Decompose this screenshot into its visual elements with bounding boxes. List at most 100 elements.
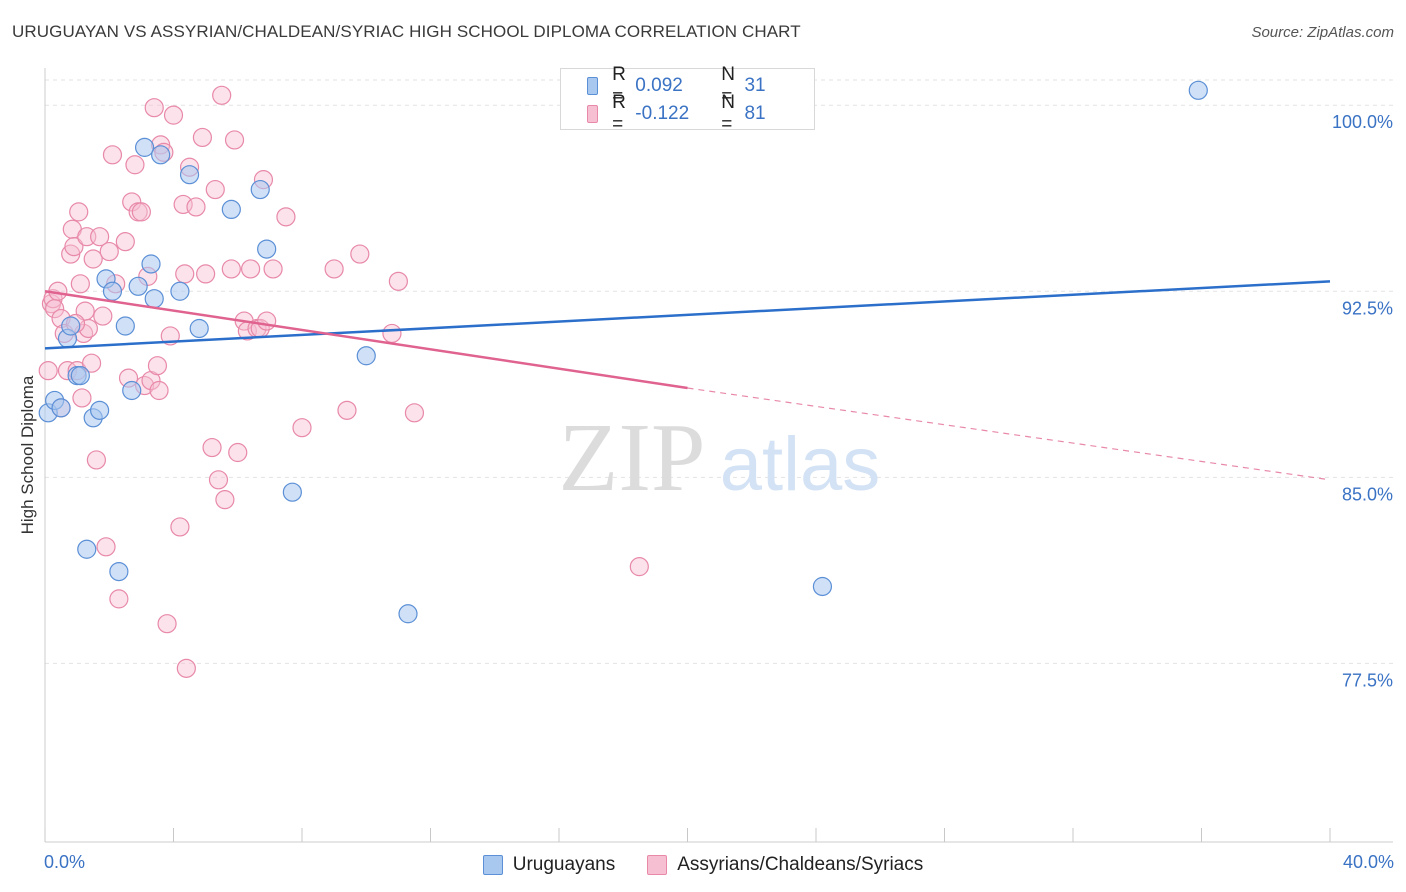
data-point-assyrian — [72, 388, 92, 408]
chart-source: Source: ZipAtlas.com — [1251, 24, 1394, 41]
data-point-assyrian — [90, 227, 110, 247]
legend-item-uruguayans[interactable]: Uruguayans — [482, 854, 616, 876]
watermark-atlas: atlas — [720, 422, 881, 507]
data-point-assyrian — [186, 197, 206, 217]
x-tick-label-max: 40.0% — [1342, 852, 1394, 872]
data-point-assyrian — [175, 264, 195, 284]
trend-line-uruguayans — [44, 280, 1331, 350]
data-point-uruguayan — [141, 254, 161, 274]
data-point-uruguayan — [70, 366, 90, 386]
legend-swatch-blue — [587, 77, 599, 95]
data-point-assyrian — [192, 127, 213, 148]
data-point-assyrian — [241, 259, 261, 279]
data-point-uruguayan — [170, 281, 190, 301]
data-point-uruguayan — [812, 576, 833, 597]
data-point-assyrian — [115, 232, 135, 252]
data-point-assyrian — [131, 202, 151, 222]
y-tick-label: 77.5% — [1342, 670, 1393, 690]
legend-n-value: 81 — [744, 103, 766, 124]
data-point-assyrian — [212, 85, 232, 105]
legend-n-label: N = — [721, 92, 736, 135]
data-point-uruguayan — [144, 289, 164, 309]
stats-legend: R = 0.092 N = 31 R = -0.122 N = 81 — [560, 64, 818, 135]
data-point-assyrian — [257, 311, 277, 331]
data-point-assyrian — [176, 658, 196, 678]
data-point-assyrian — [99, 241, 119, 262]
data-point-uruguayan — [109, 561, 129, 582]
data-point-uruguayan — [257, 239, 277, 259]
y-axis-label: High School Diploma — [18, 375, 37, 535]
legend-r-value: 0.092 — [635, 75, 683, 96]
data-point-assyrian — [629, 557, 649, 577]
data-point-uruguayan — [398, 604, 418, 624]
data-point-uruguayan — [189, 318, 209, 339]
data-point-uruguayan — [115, 316, 135, 336]
data-point-uruguayan — [128, 276, 148, 296]
data-point-assyrian — [170, 517, 190, 537]
y-tick-label: 85.0% — [1342, 484, 1393, 504]
data-point-assyrian — [388, 271, 408, 291]
data-point-assyrian — [337, 400, 357, 420]
data-point-assyrian — [122, 192, 142, 212]
data-point-assyrian — [93, 306, 113, 326]
x-tick-label-min: 0.0% — [44, 852, 86, 872]
legend-r-value: -0.122 — [635, 103, 690, 124]
legend-n-value: 31 — [744, 75, 766, 96]
data-point-assyrian — [81, 353, 102, 373]
data-point-assyrian — [83, 249, 103, 269]
data-point-assyrian — [404, 403, 425, 423]
data-point-assyrian — [86, 450, 107, 470]
legend-row-uruguayans: R = 0.092 N = 31 — [587, 64, 818, 107]
data-point-assyrian — [221, 259, 241, 279]
data-point-assyrian — [228, 442, 248, 463]
legend-item-assyrians[interactable]: Assyrians/Chaldeans/Syriacs — [647, 854, 923, 876]
data-point-assyrian — [38, 361, 58, 381]
uruguayan-points — [38, 80, 1208, 624]
data-point-assyrian — [69, 202, 89, 222]
data-point-assyrian — [215, 490, 235, 510]
data-point-assyrian — [157, 614, 177, 634]
data-point-assyrian — [224, 130, 245, 150]
data-point-assyrian — [382, 323, 402, 344]
data-point-uruguayan — [250, 179, 270, 200]
data-point-uruguayan — [102, 281, 123, 301]
data-point-assyrian — [276, 207, 296, 227]
data-point-assyrian — [102, 145, 123, 165]
data-point-assyrian — [202, 437, 222, 458]
gridlines — [45, 79, 1393, 664]
data-point-uruguayan — [134, 137, 155, 157]
data-point-assyrian — [125, 155, 145, 175]
series-legend: Uruguayans Assyrians/Chaldeans/Syriacs — [0, 853, 1406, 877]
data-point-assyrian — [208, 470, 229, 490]
data-point-uruguayan — [356, 346, 376, 366]
data-point-assyrian — [292, 418, 312, 438]
data-point-uruguayan — [51, 398, 71, 418]
axes — [44, 68, 1393, 843]
data-point-uruguayan — [1188, 80, 1208, 100]
data-point-assyrian — [70, 274, 90, 294]
y-tick-label: 100.0% — [1332, 112, 1393, 132]
watermark: ZIP atlas — [559, 404, 881, 512]
legend-row-assyrians: R = -0.122 N = 81 — [587, 92, 818, 135]
data-point-assyrian — [163, 105, 184, 125]
trend-line-assyrians-extrapolated — [687, 387, 1331, 481]
trend-line-assyrians — [44, 290, 688, 390]
data-point-uruguayan — [90, 400, 110, 420]
chart-title: URUGUAYAN VS ASSYRIAN/CHALDEAN/SYRIAC HI… — [12, 22, 801, 41]
legend-swatch-blue — [482, 855, 503, 875]
data-point-assyrian — [64, 237, 84, 257]
data-point-uruguayan — [179, 165, 200, 185]
data-point-assyrian — [109, 589, 129, 609]
data-point-assyrian — [96, 537, 116, 557]
data-point-assyrian — [350, 244, 370, 264]
data-point-assyrian — [147, 356, 168, 376]
data-point-uruguayan — [61, 316, 81, 336]
data-point-uruguayan — [77, 539, 97, 559]
watermark-zip: ZIP — [559, 404, 706, 512]
legend-r-label: R = — [612, 64, 626, 107]
legend-label: Uruguayans — [512, 854, 616, 875]
data-point-assyrian — [205, 179, 225, 200]
data-point-uruguayan — [122, 380, 142, 401]
data-point-uruguayan — [221, 199, 241, 220]
